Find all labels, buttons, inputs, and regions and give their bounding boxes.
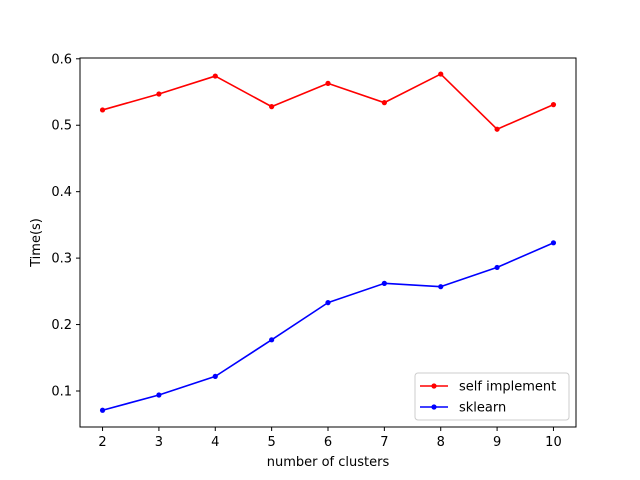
series-sklearn [99, 240, 557, 413]
data-point [99, 107, 106, 113]
data-point [212, 73, 218, 79]
x-tick-label: 10 [545, 435, 562, 450]
series-self-implement [99, 71, 557, 132]
x-tick-label: 6 [324, 435, 332, 450]
y-axis-label: Time(s) [29, 218, 44, 268]
data-point [438, 284, 444, 290]
data-point [550, 102, 557, 108]
x-tick-label: 3 [155, 435, 163, 450]
x-tick-label: 5 [267, 435, 275, 450]
y-axis: 0.1 0.2 0.3 0.4 0.5 0.6 [51, 52, 80, 399]
x-axis: 2 3 4 5 6 7 8 9 10 [98, 427, 562, 450]
legend-label: sklearn [459, 401, 506, 416]
data-point [550, 240, 557, 246]
series-layer [99, 71, 557, 413]
data-point [381, 280, 387, 286]
data-point [269, 104, 275, 110]
x-tick-label: 4 [211, 435, 219, 450]
data-point [325, 80, 331, 86]
y-tick-label: 0.1 [51, 384, 72, 399]
data-point [438, 71, 444, 77]
data-point [156, 91, 162, 97]
x-tick-label: 7 [380, 435, 388, 450]
legend-label: self implement [459, 380, 556, 395]
legend-item: sklearn [420, 401, 506, 416]
x-tick-label: 8 [437, 435, 445, 450]
data-point [494, 264, 500, 271]
legend: self implement sklearn [414, 372, 570, 421]
data-point [156, 392, 162, 398]
legend-swatch-marker [431, 383, 437, 389]
data-point [494, 126, 500, 132]
legend-swatch-marker [431, 404, 437, 410]
data-point [269, 337, 275, 343]
y-tick-label: 0.4 [51, 185, 72, 200]
y-tick-label: 0.2 [51, 318, 72, 333]
y-tick-label: 0.6 [51, 52, 72, 67]
plot-frame [79, 57, 577, 428]
data-point [99, 407, 106, 413]
legend-item: self implement [420, 380, 556, 395]
data-point [381, 100, 387, 106]
x-tick-label: 9 [493, 435, 501, 450]
legend-box [414, 372, 570, 421]
y-tick-label: 0.5 [51, 119, 72, 134]
data-point [212, 373, 218, 379]
x-axis-label: number of clusters [267, 455, 390, 470]
data-point [325, 300, 331, 306]
x-tick-label: 2 [98, 435, 106, 450]
y-tick-label: 0.3 [51, 252, 72, 267]
